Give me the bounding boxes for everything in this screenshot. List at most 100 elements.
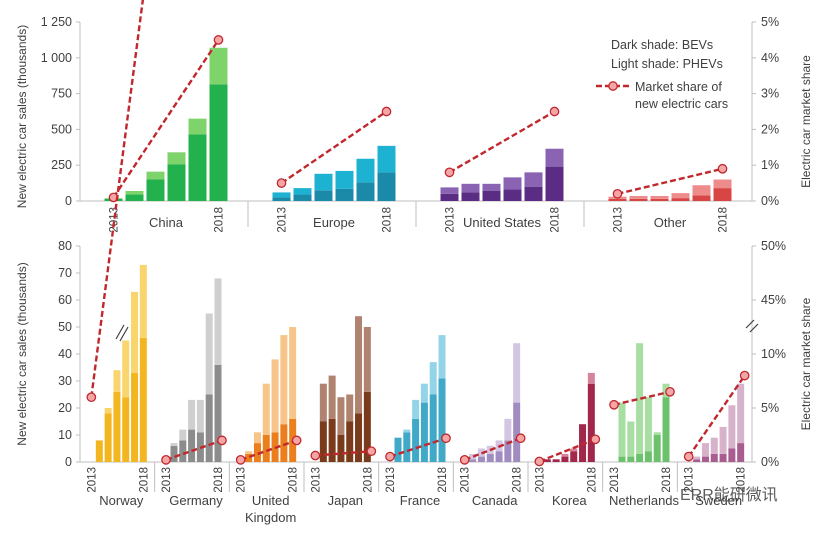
bar-bev-united-kingdom bbox=[262, 435, 270, 462]
bar-phev-united-states bbox=[482, 183, 501, 191]
bar-bev-japan bbox=[328, 418, 336, 462]
bar-phev-united-kingdom bbox=[271, 359, 279, 433]
bar-phev-germany bbox=[188, 399, 196, 430]
top-y-tick-label: 750 bbox=[51, 87, 72, 101]
share-line-germany bbox=[165, 439, 223, 461]
bar-bev-france bbox=[412, 418, 420, 462]
bottom-year-label-end: 2018 bbox=[586, 467, 598, 493]
top-y-axis-title: New electric car sales (thousands) bbox=[15, 25, 29, 208]
bar-phev-sweden bbox=[737, 383, 745, 444]
bar-bev-europe bbox=[335, 188, 354, 201]
bar-phev-other bbox=[692, 185, 711, 196]
bar-bev-germany bbox=[170, 445, 178, 462]
bar-bev-japan bbox=[355, 413, 363, 462]
bar-bev-korea bbox=[543, 459, 551, 462]
bar-phev-china bbox=[209, 47, 228, 85]
category-label-norway: Norway bbox=[99, 493, 144, 508]
bar-phev-norway bbox=[131, 291, 139, 373]
bar-phev-netherlands bbox=[653, 432, 661, 435]
bar-bev-france bbox=[403, 432, 411, 462]
legend-dark-shade: Dark shade: BEVs bbox=[611, 38, 713, 52]
bar-bev-japan bbox=[363, 391, 371, 462]
bottom-year-label-start: 2013 bbox=[684, 467, 696, 493]
bar-bev-sweden bbox=[719, 453, 727, 462]
bar-phev-netherlands bbox=[644, 397, 652, 452]
legend-share-line1: Market share of bbox=[635, 80, 722, 94]
bottom-y2-tick-label: 0% bbox=[761, 455, 779, 469]
bar-phev-other bbox=[650, 195, 669, 199]
bar-bev-korea bbox=[570, 451, 578, 462]
bar-bev-france bbox=[429, 394, 437, 462]
bottom-year-label-end: 2018 bbox=[437, 467, 449, 493]
category-label-other: Other bbox=[654, 215, 687, 230]
share-line-sweden bbox=[687, 374, 746, 458]
bar-phev-europe bbox=[272, 192, 291, 198]
bar-phev-france bbox=[412, 399, 420, 419]
bar-bev-sweden bbox=[710, 453, 718, 462]
bottom-year-label-end: 2018 bbox=[362, 467, 374, 493]
share-point-canada bbox=[459, 454, 470, 465]
bar-bev-china bbox=[188, 134, 207, 201]
bar-phev-japan bbox=[355, 316, 363, 414]
category-label-netherlands: Netherlands bbox=[609, 493, 680, 508]
bar-phev-europe bbox=[356, 158, 375, 183]
top-y2-tick-label: 0% bbox=[761, 194, 779, 208]
share-point-sweden bbox=[683, 451, 694, 462]
bar-phev-canada bbox=[513, 343, 521, 403]
bar-bev-canada bbox=[469, 459, 477, 462]
bottom-year-label-end: 2018 bbox=[288, 467, 300, 493]
bar-bev-netherlands bbox=[653, 435, 661, 462]
category-label-france: France bbox=[400, 493, 440, 508]
bar-phev-korea bbox=[570, 448, 578, 452]
bar-bev-europe bbox=[377, 172, 396, 201]
bar-phev-europe bbox=[314, 173, 333, 191]
bottom-year-label-start: 2013 bbox=[609, 467, 621, 493]
bar-bev-other bbox=[629, 198, 648, 201]
bar-bev-netherlands bbox=[644, 451, 652, 462]
bar-bev-united-kingdom bbox=[245, 453, 253, 462]
share-line-canada bbox=[464, 437, 522, 461]
bar-phev-china bbox=[125, 190, 144, 195]
bar-bev-japan bbox=[346, 421, 354, 462]
bar-phev-china bbox=[188, 118, 207, 135]
category-label-united-states: United States bbox=[463, 215, 542, 230]
bar-bev-norway bbox=[104, 413, 112, 462]
bar-phev-united-kingdom bbox=[253, 432, 261, 444]
top-y2-tick-label: 5% bbox=[761, 15, 779, 29]
share-line-korea bbox=[538, 438, 596, 463]
top-y2-axis-title: Electric car market share bbox=[799, 55, 813, 188]
bar-phev-korea bbox=[561, 453, 569, 457]
bar-bev-europe bbox=[314, 190, 333, 201]
bar-bev-canada bbox=[513, 402, 521, 462]
bottom-year-label-end: 2018 bbox=[213, 467, 225, 493]
bar-bev-china bbox=[125, 194, 144, 201]
bar-phev-korea bbox=[587, 372, 595, 384]
bar-phev-norway bbox=[122, 340, 130, 398]
legend-marker-swatch bbox=[608, 81, 618, 91]
bar-bev-sweden bbox=[737, 443, 745, 462]
bar-phev-sweden bbox=[719, 426, 727, 454]
bar-bev-norway bbox=[139, 337, 147, 462]
bar-phev-france bbox=[403, 429, 411, 433]
category-label-japan: Japan bbox=[328, 493, 363, 508]
bar-bev-france bbox=[438, 378, 446, 462]
bar-bev-europe bbox=[293, 194, 312, 201]
bar-bev-china bbox=[167, 164, 186, 201]
share-point-canada bbox=[515, 433, 526, 444]
top-year-label-end: 2018 bbox=[718, 207, 730, 233]
bar-bev-other bbox=[713, 188, 732, 201]
share-point-norway bbox=[86, 392, 97, 403]
share-point-united-states bbox=[444, 167, 455, 178]
category-label-sweden: Sweden bbox=[695, 493, 742, 508]
bar-phev-canada bbox=[469, 453, 477, 460]
bar-phev-china bbox=[167, 152, 186, 165]
bar-bev-other bbox=[608, 198, 627, 201]
y2-axis-break-mark bbox=[749, 323, 759, 333]
share-point-united-kingdom bbox=[291, 435, 302, 446]
bar-bev-germany bbox=[188, 429, 196, 462]
bottom-year-label-start: 2013 bbox=[310, 467, 322, 493]
bar-bev-united-states bbox=[524, 186, 543, 201]
share-point-sweden bbox=[739, 370, 750, 381]
